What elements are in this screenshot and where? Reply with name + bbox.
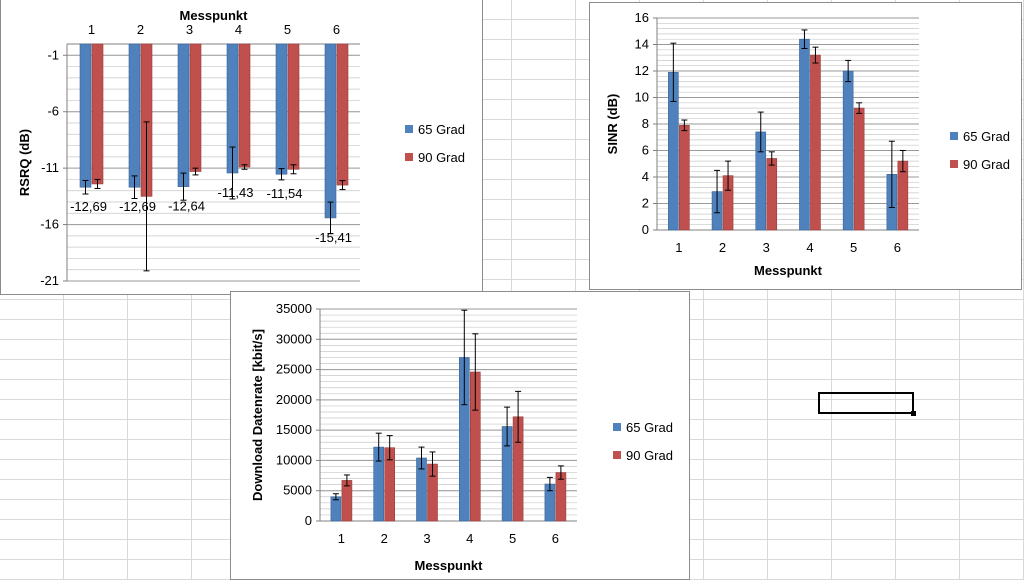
y-tick-label: 0 xyxy=(642,222,649,237)
selected-cell[interactable] xyxy=(818,392,914,414)
data-label: -12,64 xyxy=(168,199,205,214)
x-axis-title: Messpunkt xyxy=(180,8,249,23)
rsrq-chart[interactable]: -1 -6 -11 -16 -21 1 -12,69 2 -12,69 3 -12,64 4 -11,4… xyxy=(0,0,483,295)
fill-handle[interactable] xyxy=(911,411,916,416)
x-tick-label: 3 xyxy=(423,531,430,546)
y-tick-label: -21 xyxy=(40,273,59,288)
legend-label-65: 65 Grad xyxy=(626,420,673,435)
x-tick-label: 6 xyxy=(552,531,559,546)
y-axis-title: RSRQ (dB) xyxy=(17,129,32,196)
bar-90-6 xyxy=(555,472,567,522)
bar-90-1 xyxy=(679,125,690,231)
x-tick-label: 4 xyxy=(466,531,473,546)
x-tick-label: 4 xyxy=(235,22,242,37)
y-tick-label: 12 xyxy=(635,63,649,78)
y-tick-label: 2 xyxy=(642,196,649,211)
data-label: -11,43 xyxy=(218,185,254,200)
y-tick-label: -16 xyxy=(40,217,59,232)
legend-label-90: 90 Grad xyxy=(418,150,465,165)
x-tick-label: 2 xyxy=(381,531,388,546)
y-tick-label: 35000 xyxy=(276,301,312,316)
y-tick-label: 8 xyxy=(642,116,649,131)
legend-swatch-90 xyxy=(405,153,413,161)
x-tick-label: 1 xyxy=(88,22,95,37)
x-tick-label: 6 xyxy=(333,22,340,37)
legend-swatch-90 xyxy=(613,451,621,459)
data-label: -15,41 xyxy=(315,230,352,245)
y-tick-label: 30000 xyxy=(276,331,312,346)
y-tick-label: -11 xyxy=(41,160,59,175)
x-axis-title: Messpunkt xyxy=(415,558,484,573)
x-tick-label: 2 xyxy=(137,22,144,37)
y-tick-label: 10 xyxy=(635,90,649,105)
x-axis-title: Messpunkt xyxy=(754,263,823,278)
bar-65-3 xyxy=(177,43,190,187)
x-tick-label: 1 xyxy=(675,240,682,255)
y-tick-label: 10000 xyxy=(276,452,312,467)
bar-65-6 xyxy=(324,43,337,219)
bar-90-3 xyxy=(189,43,202,172)
data-label: -12,69 xyxy=(70,199,107,214)
y-tick-label: 25000 xyxy=(276,362,312,377)
bar-90-5 xyxy=(287,43,300,170)
bar-90-1 xyxy=(341,480,353,522)
data-label: -11,54 xyxy=(267,186,303,201)
x-tick-label: 5 xyxy=(850,240,857,255)
x-tick-label: 4 xyxy=(806,240,813,255)
y-tick-label: 0 xyxy=(305,513,312,528)
x-tick-label: 5 xyxy=(509,531,516,546)
data-label: -12,69 xyxy=(119,199,156,214)
bar-90-4 xyxy=(238,43,251,168)
x-tick-label: 3 xyxy=(186,22,193,37)
legend-swatch-65 xyxy=(405,125,413,133)
bar-65-1 xyxy=(79,43,92,188)
y-tick-label: 6 xyxy=(642,143,649,158)
x-tick-label: 3 xyxy=(763,240,770,255)
x-tick-label: 1 xyxy=(338,531,345,546)
bar-65-5 xyxy=(842,70,854,231)
rsrq-chart-svg: -1 -6 -11 -16 -21 1 -12,69 2 -12,69 3 -12,64 4 -11,4… xyxy=(17,8,465,288)
y-tick-label: 15000 xyxy=(276,422,312,437)
bar-90-5 xyxy=(853,107,865,231)
x-tick-label: 2 xyxy=(719,240,726,255)
bar-65-4 xyxy=(799,38,810,231)
bar-90-3 xyxy=(766,158,778,231)
x-tick-label: 5 xyxy=(284,22,291,37)
bar-65-5 xyxy=(275,43,288,175)
bar-90-1 xyxy=(91,43,104,185)
legend-label-65: 65 Grad xyxy=(418,122,465,137)
y-tick-label: 4 xyxy=(642,169,649,184)
y-tick-label: -1 xyxy=(47,47,59,62)
sinr-chart[interactable]: 0 2 4 6 8 10 12 14 16 1 2 3 4 5 6 Messpunkt SINR (dB) 65 … xyxy=(589,2,1022,290)
y-axis-title: Download Datenrate [kbit/s] xyxy=(250,329,265,501)
y-axis-title: SINR (dB) xyxy=(605,94,620,155)
legend-label-65: 65 Grad xyxy=(963,129,1010,144)
y-tick-label: 20000 xyxy=(276,392,312,407)
y-tick-label: 16 xyxy=(635,10,649,25)
y-tick-label: 14 xyxy=(635,37,649,52)
bar-65-1 xyxy=(330,496,342,522)
legend-label-90: 90 Grad xyxy=(626,448,673,463)
legend-swatch-65 xyxy=(613,423,621,431)
legend-label-90: 90 Grad xyxy=(963,157,1010,172)
download-chart-svg: 0 5000 10000 15000 20000 25000 30000 35000 1 2 3 4 5… xyxy=(250,301,673,573)
y-tick-label: -6 xyxy=(47,104,59,119)
bar-90-6 xyxy=(336,43,349,186)
x-tick-label: 6 xyxy=(894,240,901,255)
legend-swatch-90 xyxy=(950,160,958,168)
y-tick-label: 5000 xyxy=(283,483,312,498)
download-chart[interactable]: 0 5000 10000 15000 20000 25000 30000 35000 1 2 3 4 5… xyxy=(230,291,690,580)
bar-65-2 xyxy=(128,43,141,188)
legend-swatch-65 xyxy=(950,132,958,140)
bar-90-4 xyxy=(810,54,821,231)
